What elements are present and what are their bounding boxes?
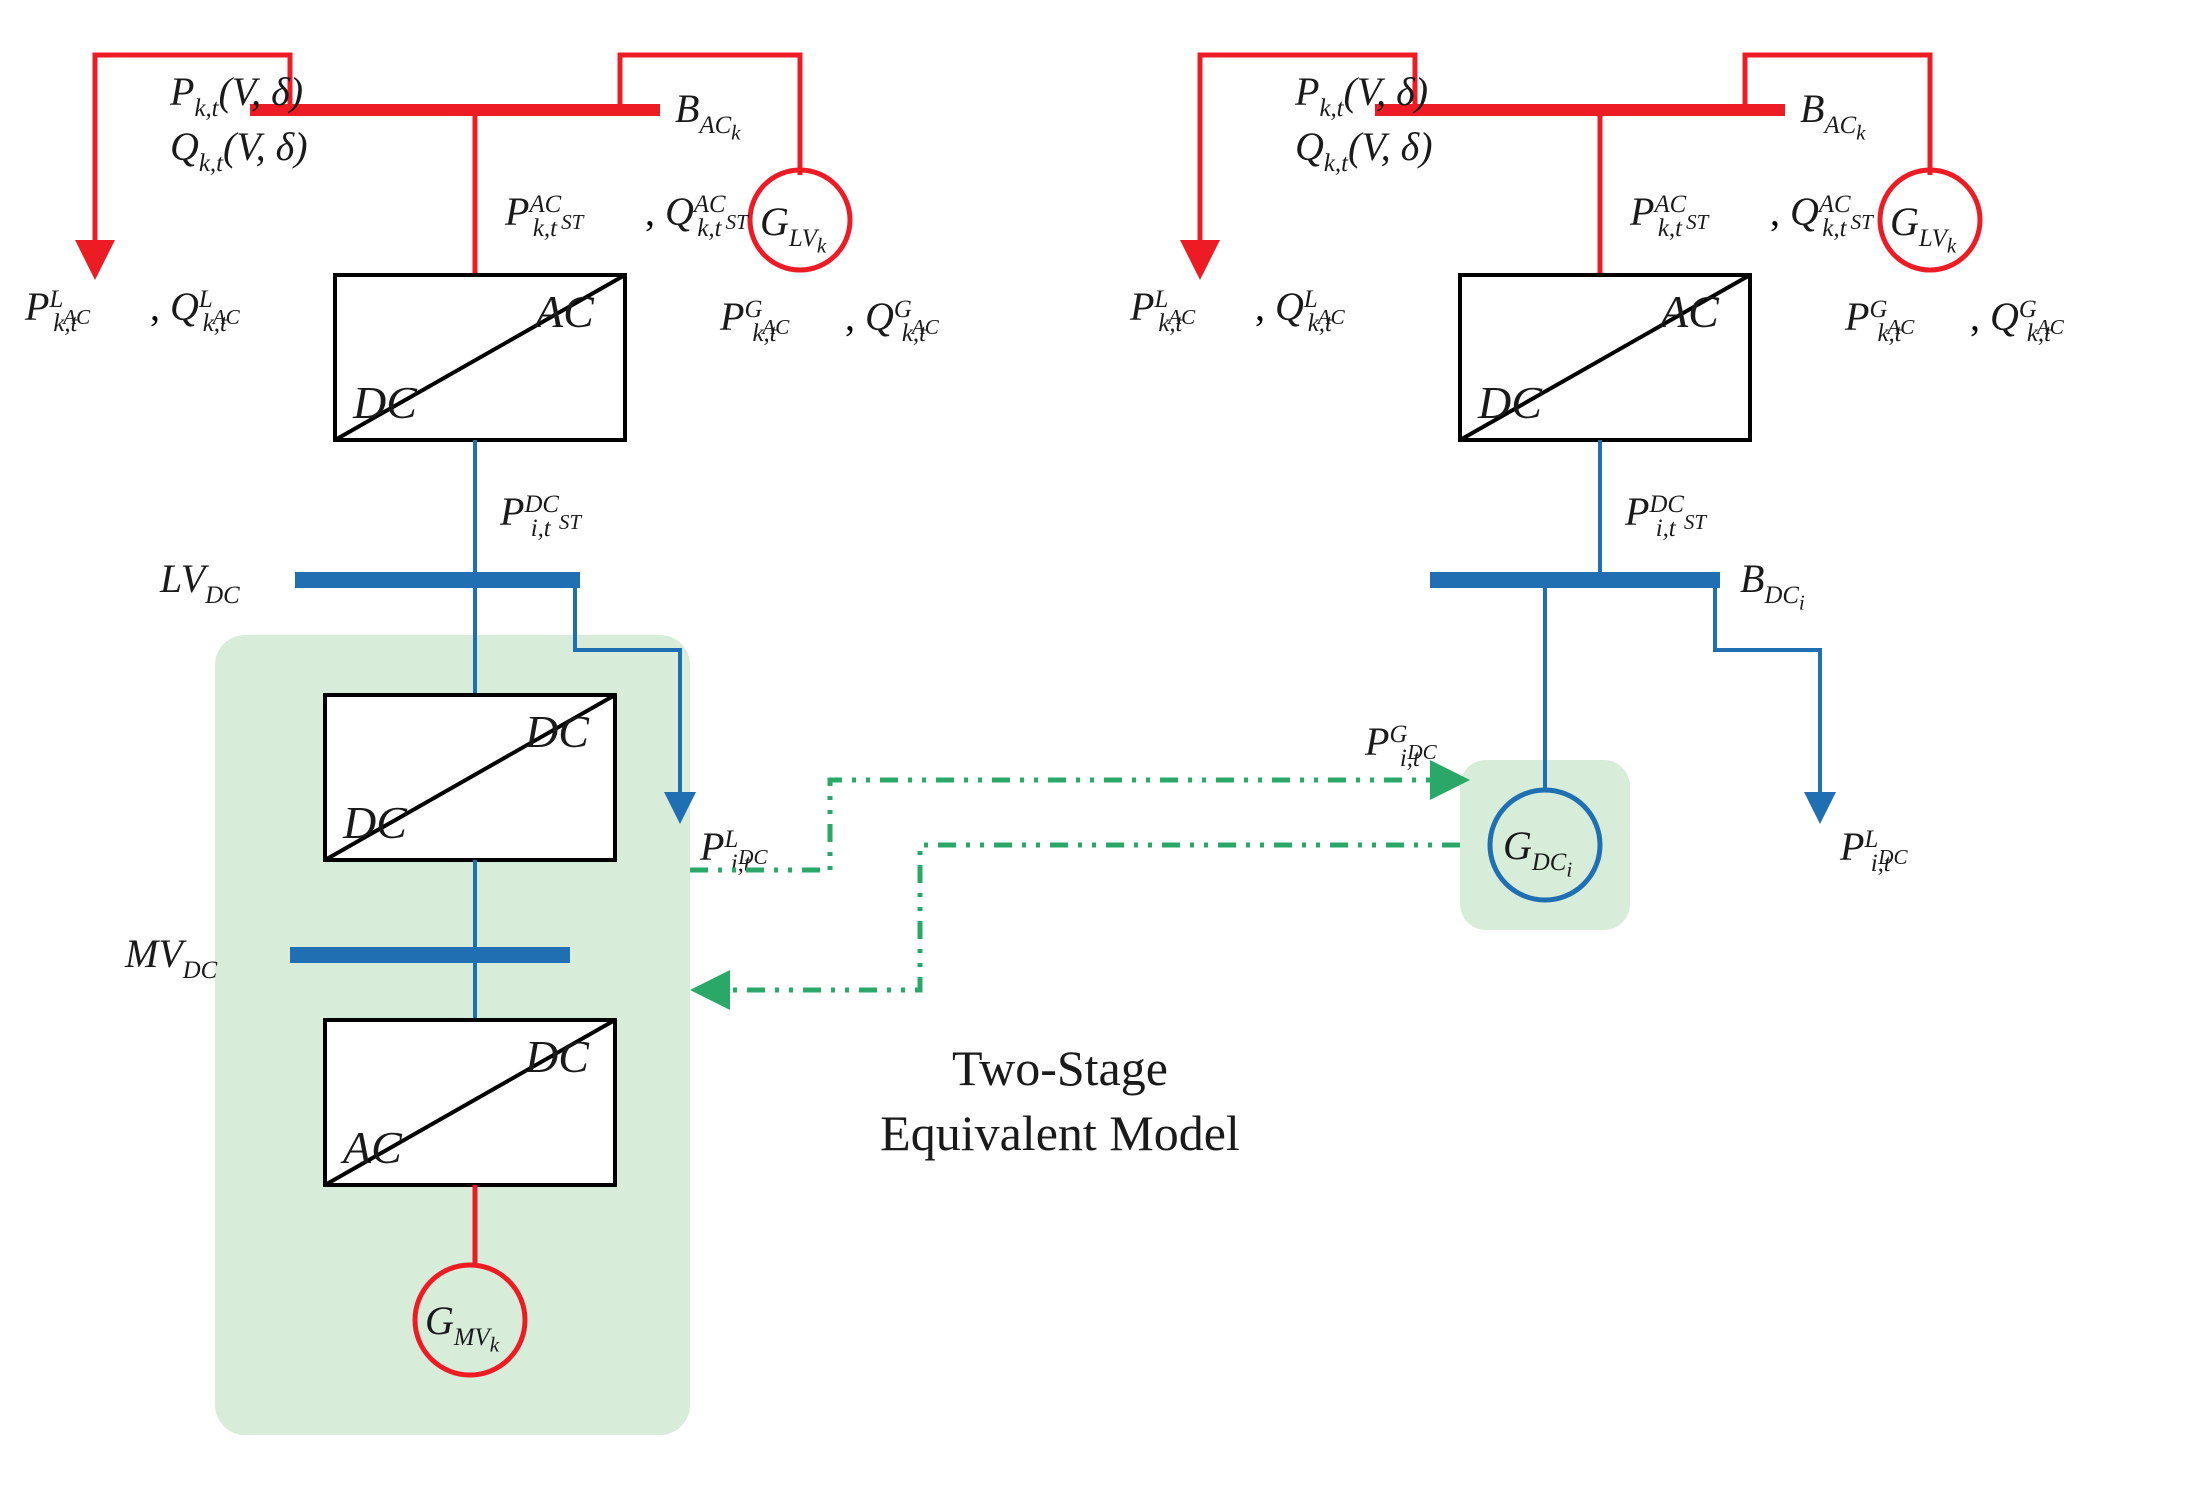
left-converter-dcdc-label-bl: DC (342, 797, 408, 848)
left-pacst: PACST​k,t​ (504, 189, 585, 242)
left-gen-feed (620, 55, 800, 110)
left-converter-acdc-label-bl: AC (340, 1122, 403, 1173)
right-pgac: PGAC​k,t​ (1844, 294, 1915, 347)
left-plac: PLAC​k,t​ (24, 284, 91, 337)
left-converter-dcac-label-bl: DC (352, 377, 418, 428)
right-ac-bus-label: BACk​​ (1800, 86, 1866, 144)
right-pgdc: PGDC​i,t​ (1364, 719, 1438, 772)
right-qgac: QGAC​k,t​ (1990, 294, 2065, 347)
right-acst-comma: , (1770, 189, 1780, 234)
left-lvdc-label: LVDC​ (159, 556, 240, 609)
left-converter-dcac-label-tr: AC (532, 286, 595, 337)
right-pacst: PACST​k,t​ (1629, 189, 1710, 242)
left-pgac: PGAC​k,t​ (719, 294, 790, 347)
left-converter-dcdc-label-tr: DC (524, 706, 590, 757)
right-pdcst: PDCST​i,t​ (1624, 489, 1707, 542)
left-acst-comma: , (645, 189, 655, 234)
left-converter-acdc-label-tr: DC (524, 1031, 590, 1082)
left-qacst: QACST​k,t​ (665, 189, 749, 242)
center-label-line1: Two-Stage (952, 1040, 1168, 1096)
left-ac-bus-label: BACk​​ (675, 86, 741, 144)
left-pdcst: PDCST​i,t​ (499, 489, 582, 542)
right-gac-comma: , (1970, 294, 1980, 339)
left-gac-comma: , (845, 294, 855, 339)
equiv-arrow-to-right (690, 780, 1440, 870)
left-qkt: Qk,t​(V, δ) (170, 124, 308, 177)
right-plac: PLAC​k,t​ (1129, 284, 1196, 337)
right-lac-comma: , (1255, 284, 1265, 329)
right-converter-dcac-label-tr: AC (1657, 286, 1720, 337)
left-lac-comma: , (150, 284, 160, 329)
right-converter-dcac-label-bl: DC (1477, 377, 1543, 428)
right-gen-lv-label: GLVk​​ (1890, 199, 1957, 257)
left-qgac: QGAC​k,t​ (865, 294, 940, 347)
right-qkt: Qk,t​(V, δ) (1295, 124, 1433, 177)
right-qacst: QACST​k,t​ (1790, 189, 1874, 242)
center-label-line2: Equivalent Model (880, 1105, 1240, 1161)
left-mvdc-label: MVDC​ (124, 931, 218, 984)
left-qlac: QLAC​k,t​ (170, 284, 241, 337)
left-gen-lv-label: GLVk​​ (760, 199, 827, 257)
right-pldc: PLDC​i,t​ (1839, 824, 1908, 877)
right-qlac: QLAC​k,t​ (1275, 284, 1346, 337)
right-dc-bus-label: BDCi​​ (1740, 556, 1805, 614)
